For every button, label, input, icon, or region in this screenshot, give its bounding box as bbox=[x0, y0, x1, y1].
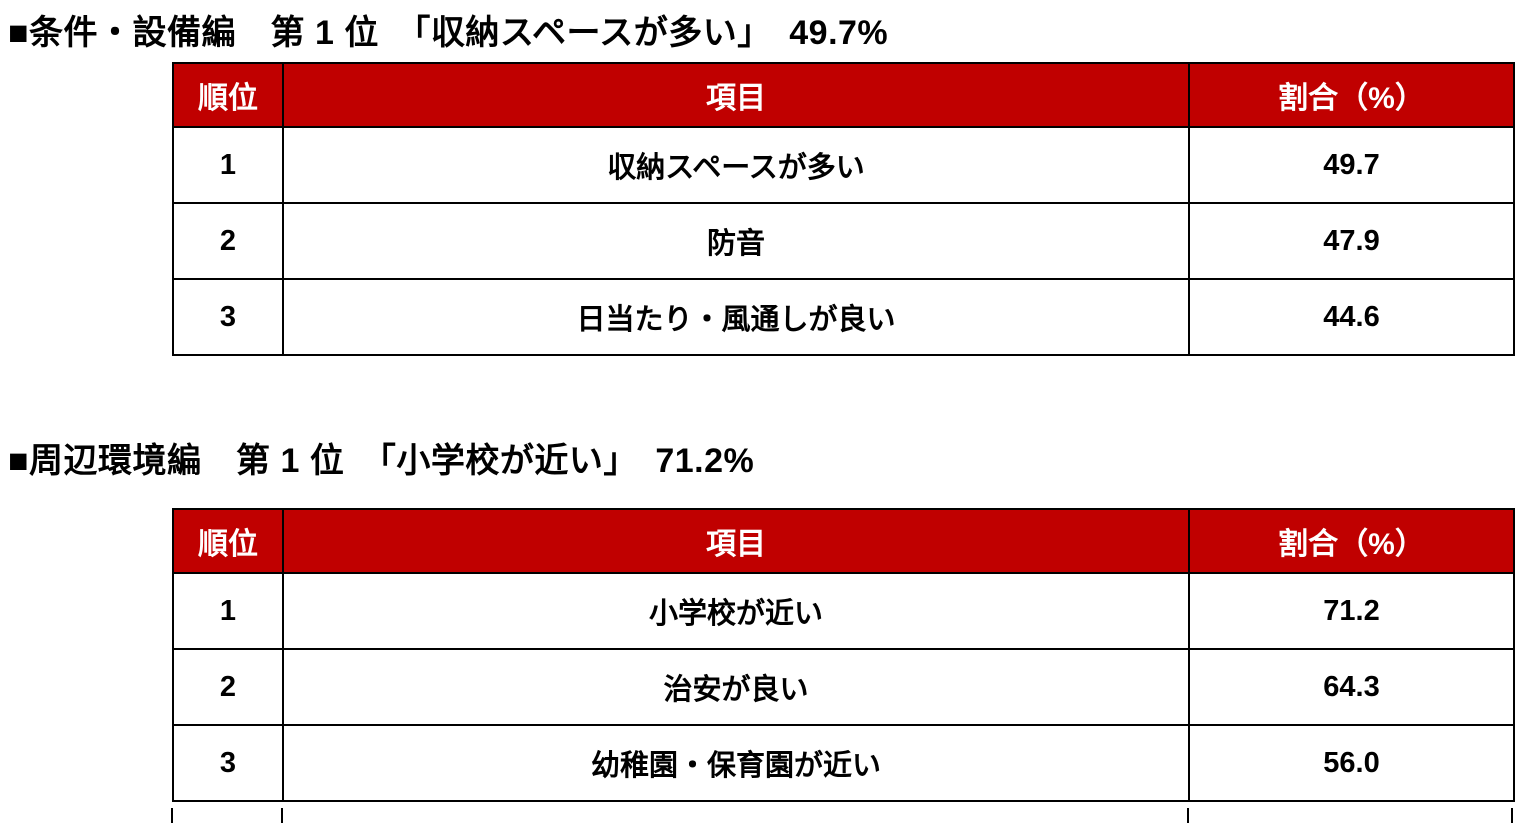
header-cell-percent: 割合（%） bbox=[1188, 62, 1515, 128]
value-cell: 71.2 bbox=[1188, 572, 1515, 650]
value-cell: 47.9 bbox=[1188, 202, 1515, 280]
header-cell-item: 項目 bbox=[282, 62, 1190, 128]
value-cell: 44.6 bbox=[1188, 278, 1515, 356]
header-cell-rank: 順位 bbox=[172, 62, 284, 128]
item-cell: 治安が良い bbox=[282, 648, 1190, 726]
header-cell-item: 項目 bbox=[282, 508, 1190, 574]
table-header-row: 順位 項目 割合（%） bbox=[172, 62, 1515, 128]
item-cell: 収納スペースが多い bbox=[282, 126, 1190, 204]
table-row: 2 防音 47.9 bbox=[172, 202, 1515, 280]
ranking-table-conditions-facilities: 順位 項目 割合（%） 1 収納スペースが多い 49.7 2 防音 47.9 3… bbox=[172, 62, 1515, 356]
table-border-stub bbox=[1511, 808, 1513, 823]
item-cell: 小学校が近い bbox=[282, 572, 1190, 650]
item-cell: 幼稚園・保育園が近い bbox=[282, 724, 1190, 802]
table-header-row: 順位 項目 割合（%） bbox=[172, 508, 1515, 574]
table-row: 3 幼稚園・保育園が近い 56.0 bbox=[172, 724, 1515, 802]
table-row: 1 収納スペースが多い 49.7 bbox=[172, 126, 1515, 204]
rank-cell: 1 bbox=[172, 126, 284, 204]
rank-cell: 3 bbox=[172, 724, 284, 802]
item-cell: 防音 bbox=[282, 202, 1190, 280]
rank-cell: 2 bbox=[172, 648, 284, 726]
table-border-stub bbox=[171, 808, 173, 823]
rank-cell: 2 bbox=[172, 202, 284, 280]
ranking-table-surrounding-environment: 順位 項目 割合（%） 1 小学校が近い 71.2 2 治安が良い 64.3 3… bbox=[172, 508, 1515, 802]
table-row: 3 日当たり・風通しが良い 44.6 bbox=[172, 278, 1515, 356]
header-cell-rank: 順位 bbox=[172, 508, 284, 574]
table-border-stub bbox=[281, 808, 283, 823]
section-heading-conditions-facilities: ■条件・設備編 第 1 位 「収納スペースが多い」 49.7% bbox=[8, 14, 889, 52]
value-cell: 56.0 bbox=[1188, 724, 1515, 802]
table-row: 2 治安が良い 64.3 bbox=[172, 648, 1515, 726]
item-cell: 日当たり・風通しが良い bbox=[282, 278, 1190, 356]
header-cell-percent: 割合（%） bbox=[1188, 508, 1515, 574]
rank-cell: 1 bbox=[172, 572, 284, 650]
section-heading-surrounding-environment: ■周辺環境編 第 1 位 「小学校が近い」 71.2% bbox=[8, 442, 755, 480]
value-cell: 49.7 bbox=[1188, 126, 1515, 204]
rank-cell: 3 bbox=[172, 278, 284, 356]
table-row: 1 小学校が近い 71.2 bbox=[172, 572, 1515, 650]
table-border-stub bbox=[1187, 808, 1189, 823]
value-cell: 64.3 bbox=[1188, 648, 1515, 726]
